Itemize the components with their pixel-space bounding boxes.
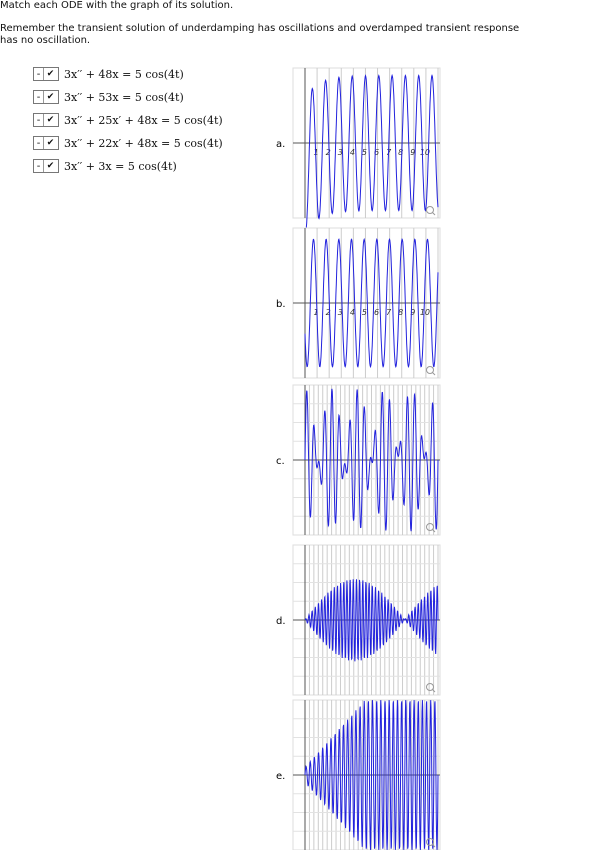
- equation: 3x′′ + 22x′ + 48x = 5 cos(4t): [64, 136, 223, 150]
- zoom-icon: [426, 366, 434, 374]
- zoom-icon: [426, 206, 434, 214]
- tick-label: 8: [398, 308, 403, 317]
- tick-label: 7: [386, 148, 392, 157]
- solution-curve: [304, 700, 439, 850]
- tick-label: 3: [338, 148, 343, 157]
- zoom-icon: [426, 683, 434, 691]
- solution-curve: [304, 388, 439, 532]
- zoom-icon-handle: [432, 844, 436, 848]
- equation: 3x′′ + 3x = 5 cos(4t): [64, 159, 177, 173]
- tick-label: 2: [326, 148, 331, 157]
- zoom-icon-handle: [432, 372, 436, 376]
- tick-label: 7: [386, 308, 392, 317]
- graph-label: a.: [276, 139, 285, 150]
- select-value: -: [36, 114, 41, 126]
- select-arrow: ✔: [43, 114, 57, 126]
- solution-curve: [304, 579, 439, 662]
- solution-curve: [304, 73, 439, 233]
- ode-row: - ✔ 3x′′ + 53x = 5 cos(4t): [33, 89, 184, 105]
- tick-label: 5: [362, 148, 367, 157]
- tick-label: 4: [350, 148, 355, 157]
- ode-row: - ✔ 3x′′ + 48x = 5 cos(4t): [33, 66, 184, 82]
- tick-label: 6: [374, 148, 379, 157]
- equation: 3x′′ + 48x = 5 cos(4t): [64, 67, 184, 81]
- tick-label: 5: [362, 308, 367, 317]
- answer-select[interactable]: - ✔: [33, 90, 59, 104]
- zoom-icon-handle: [432, 212, 436, 216]
- zoom-icon: [426, 838, 434, 846]
- select-value: -: [36, 68, 41, 80]
- select-arrow: ✔: [43, 91, 57, 103]
- tick-label: 9: [410, 148, 415, 157]
- graph-label: e.: [276, 771, 285, 782]
- tick-label: 10: [420, 308, 430, 317]
- graph-label: b.: [276, 299, 286, 310]
- ode-row: - ✔ 3x′′ + 22x′ + 48x = 5 cos(4t): [33, 135, 223, 151]
- select-value: -: [36, 160, 41, 172]
- tick-label: 3: [338, 308, 343, 317]
- instructions: Remember the transient solution of under…: [0, 23, 520, 46]
- select-arrow: ✔: [43, 160, 57, 172]
- graph-label: d.: [276, 616, 286, 627]
- tick-label: 6: [374, 308, 379, 317]
- zoom-icon: [426, 523, 434, 531]
- equation: 3x′′ + 53x = 5 cos(4t): [64, 90, 184, 104]
- tick-label: 10: [420, 148, 430, 157]
- select-arrow: ✔: [43, 137, 57, 149]
- equation: 3x′′ + 25x′ + 48x = 5 cos(4t): [64, 113, 223, 127]
- answer-select[interactable]: - ✔: [33, 136, 59, 150]
- answer-select[interactable]: - ✔: [33, 113, 59, 127]
- tick-label: 4: [350, 308, 355, 317]
- tick-label: 9: [410, 308, 415, 317]
- graph-label: c.: [276, 456, 285, 467]
- zoom-icon-handle: [432, 529, 436, 533]
- tick-label: 1: [314, 308, 319, 317]
- zoom-icon-handle: [432, 689, 436, 693]
- select-arrow: ✔: [43, 68, 57, 80]
- title: Match each ODE with the graph of its sol…: [0, 0, 234, 11]
- ode-row: - ✔ 3x′′ + 25x′ + 48x = 5 cos(4t): [33, 112, 223, 128]
- answer-select[interactable]: - ✔: [33, 159, 59, 173]
- tick-label: 1: [314, 148, 319, 157]
- tick-label: 2: [326, 308, 331, 317]
- select-value: -: [36, 91, 41, 103]
- answer-select[interactable]: - ✔: [33, 67, 59, 81]
- solution-curve: [304, 237, 439, 369]
- select-value: -: [36, 137, 41, 149]
- ode-row: - ✔ 3x′′ + 3x = 5 cos(4t): [33, 158, 177, 174]
- tick-label: 8: [398, 148, 403, 157]
